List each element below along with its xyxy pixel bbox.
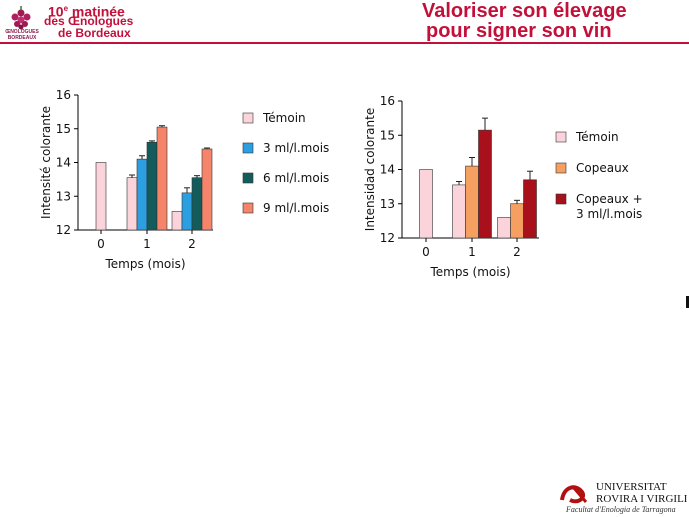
bar [146,141,158,231]
slide-header: ŒNOLOGUES BORDEAUX 10e matinée des Œnolo… [0,0,689,44]
bar [181,192,193,231]
legend-swatch [242,112,254,124]
y-tick-label: 15 [380,128,395,142]
slide-title-line2: pour signer son vin [426,20,612,42]
event-line1: 10e matinée [48,3,125,20]
legend-label: Copeaux +3 ml/l.mois [576,192,643,221]
y-tick-label: 12 [56,223,71,237]
header-divider [0,42,689,44]
legend-label: 9 ml/l.mois [263,201,329,215]
bar [156,126,168,231]
x-axis-label: Temps (mois) [429,265,510,279]
x-tick-label: 1 [143,237,151,251]
legend-label: Copeaux [576,161,629,175]
legend-label: 6 ml/l.mois [263,171,329,185]
bar [497,217,511,239]
legend-swatch [555,131,567,143]
y-tick-label: 15 [56,122,71,136]
bar [419,169,433,239]
urv-emblem-icon [556,480,594,506]
bar [523,179,537,239]
logo-caption: ŒNOLOGUES BORDEAUX [5,29,39,41]
x-axis-label: Temps (mois) [104,257,185,271]
x-tick-label: 2 [513,245,521,259]
y-axis-label: Intensité colorante [39,106,53,219]
event-line3: de Bordeaux [58,26,131,40]
legend-label: Témoin [262,111,306,125]
bar [136,158,148,231]
bar [191,177,203,231]
y-tick-label: 16 [380,94,395,108]
legend-label: Témoin [575,130,619,144]
y-axis-label: Intensidad colorante [363,108,377,231]
university-name-line2: Rovira i Virgili [596,493,688,505]
bar [452,184,466,239]
bar [478,129,492,239]
bar [510,203,524,239]
slide-title-line1: Valoriser son élevage [422,0,627,22]
legend-swatch [555,193,567,205]
y-tick-label: 12 [380,231,395,245]
bar [95,162,107,231]
y-tick-label: 14 [380,163,395,177]
oenologues-logo-icon [11,6,31,30]
y-tick-label: 16 [56,88,71,102]
bar [201,148,213,231]
legend-swatch [242,202,254,214]
legend-label: 3 ml/l.mois [263,141,329,155]
bar [126,177,138,231]
y-tick-label: 14 [56,156,71,170]
faculty-name: Facultat d'Enologia de Tarragona [566,505,676,514]
university-name-line1: Universitat [596,481,667,493]
bar [171,211,183,231]
legend-swatch [242,172,254,184]
slide-edge-mark [686,296,689,308]
x-tick-label: 0 [97,237,105,251]
bar [465,165,479,239]
x-tick-label: 2 [188,237,196,251]
x-tick-label: 1 [468,245,476,259]
y-tick-label: 13 [56,189,71,203]
x-tick-label: 0 [422,245,430,259]
event-line2: des Œnologues [44,14,134,28]
legend-swatch [555,162,567,174]
y-tick-label: 13 [380,197,395,211]
legend-swatch [242,142,254,154]
